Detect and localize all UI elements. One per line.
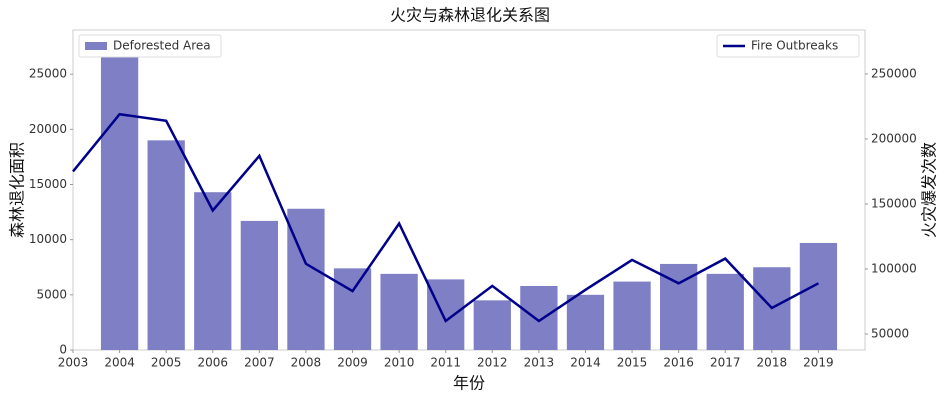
y2-tick-label: 150000: [871, 196, 917, 210]
bar: [566, 294, 605, 350]
x-tick-label: 2005: [151, 356, 182, 370]
y2-tick-label: 100000: [871, 261, 917, 275]
legend-label: Deforested Area: [113, 39, 211, 53]
x-tick-label: 2019: [803, 356, 834, 370]
legend-box: [716, 34, 860, 58]
bar: [100, 41, 139, 350]
y-tick-label: 0: [59, 343, 67, 357]
bar: [333, 268, 372, 350]
x-tick-label: 2008: [291, 356, 322, 370]
bar: [287, 208, 325, 350]
bar: [613, 281, 651, 350]
x-tick-label: 2017: [710, 356, 741, 370]
bar: [799, 242, 838, 350]
bar: [473, 300, 511, 350]
x-tick-label: 2006: [197, 356, 228, 370]
y-tick-label: 20000: [29, 122, 67, 136]
bar: [380, 273, 418, 350]
line: [72, 112, 819, 323]
y2-axis-label: 火灾爆发次数: [920, 142, 939, 238]
y-axis-label: 森林退化面积: [8, 142, 27, 238]
legend-swatch: [85, 42, 107, 50]
bar: [520, 286, 558, 350]
bar: [240, 220, 278, 350]
x-tick-label: 2016: [663, 356, 694, 370]
bar: [706, 273, 744, 350]
legend-box: [78, 34, 222, 58]
plot-frame: [72, 29, 866, 351]
y-tick-label: 5000: [36, 287, 67, 301]
x-tick-label: 2014: [570, 356, 601, 370]
x-tick-label: 2004: [104, 356, 135, 370]
x-tick-label: 2011: [430, 356, 461, 370]
chart-title: 火灾与森林退化关系图: [390, 6, 550, 25]
x-tick-label: 2013: [524, 356, 555, 370]
bar: [194, 192, 232, 350]
y2-tick-label: 200000: [871, 131, 917, 145]
bar: [147, 140, 185, 350]
y2-tick-label: 250000: [871, 66, 917, 80]
x-tick-label: 2018: [757, 356, 788, 370]
y-tick-label: 15000: [29, 177, 67, 191]
bar: [427, 279, 465, 350]
legend-label: Fire Outbreaks: [751, 39, 838, 53]
x-tick-label: 2015: [617, 356, 648, 370]
x-axis-label: 年份: [453, 374, 485, 393]
x-tick-label: 2007: [244, 356, 275, 370]
y-tick-label: 10000: [29, 232, 67, 246]
y2-tick-label: 50000: [871, 327, 909, 341]
x-tick-label: 2010: [384, 356, 415, 370]
x-tick-label: 2003: [58, 356, 89, 370]
x-tick-label: 2009: [337, 356, 368, 370]
y-tick-label: 25000: [29, 67, 67, 81]
x-tick-label: 2012: [477, 356, 508, 370]
